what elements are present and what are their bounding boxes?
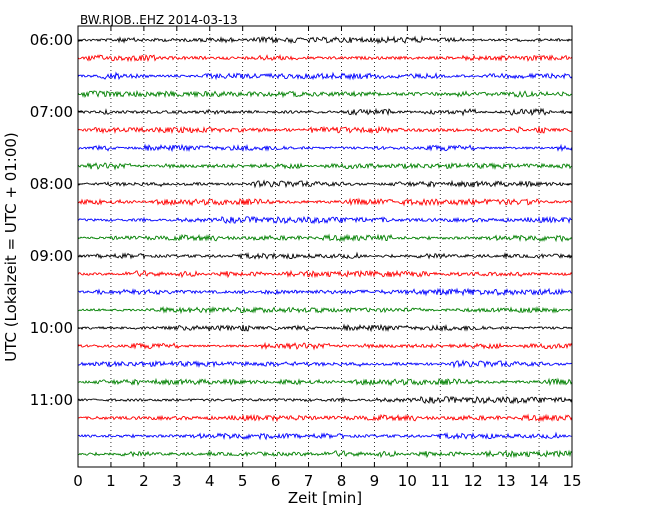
seismic-trace (77, 449, 573, 459)
seismic-trace (77, 306, 573, 315)
seismic-trace (77, 233, 573, 243)
seismic-trace (77, 197, 573, 207)
seismic-trace (77, 359, 573, 369)
seismic-trace (77, 323, 573, 333)
seismic-trace (77, 431, 573, 441)
y-tick-label: 08:00 (30, 175, 73, 193)
x-tick-label: 1 (106, 472, 116, 490)
y-axis-ticks: 06:00 07:00 08:00 09:00 10:00 11:00 (30, 31, 572, 409)
x-tick-label: 7 (304, 472, 314, 490)
seismic-trace (77, 395, 573, 405)
seismic-trace (77, 377, 573, 387)
seismic-trace (77, 413, 573, 423)
x-tick-label: 2 (139, 472, 149, 490)
seismic-trace (77, 89, 573, 99)
x-tick-label: 6 (271, 472, 281, 490)
seismic-traces (77, 35, 573, 459)
x-tick-label: 12 (464, 472, 483, 490)
seismic-trace (77, 341, 573, 351)
x-tick-label: 13 (497, 472, 516, 490)
seismic-trace (77, 143, 573, 153)
seismic-trace (77, 53, 573, 63)
x-tick-label: 0 (73, 472, 83, 490)
y-tick-label: 07:00 (30, 103, 73, 121)
seismic-trace (77, 269, 573, 279)
x-tick-label: 4 (205, 472, 215, 490)
chart-title: BW.RJOB..EHZ 2014-03-13 (80, 13, 238, 27)
x-tick-label: 9 (370, 472, 380, 490)
x-axis-label: Zeit [min] (288, 489, 362, 507)
seismic-trace (77, 161, 573, 171)
x-tick-label: 15 (562, 472, 581, 490)
seismic-trace (77, 287, 573, 297)
y-tick-label: 10:00 (30, 319, 73, 337)
seismic-trace (77, 125, 573, 135)
plot-frame (77, 25, 573, 468)
x-axis-ticks: 0 1 2 3 4 5 6 7 8 9 10 11 12 13 14 15 (73, 26, 582, 490)
x-tick-label: 11 (431, 472, 450, 490)
seismic-trace (77, 71, 573, 81)
seismic-trace (77, 251, 573, 260)
seismic-trace (77, 35, 573, 45)
y-tick-label: 09:00 (30, 247, 73, 265)
seismic-trace (77, 215, 573, 225)
y-tick-label: 11:00 (30, 391, 73, 409)
x-tick-label: 10 (398, 472, 417, 490)
grid-lines (110, 26, 540, 467)
x-tick-label: 5 (238, 472, 248, 490)
y-tick-label: 06:00 (30, 31, 73, 49)
seismic-trace (77, 107, 573, 117)
y-axis-label: UTC (Lokalzeit = UTC + 01:00) (2, 132, 20, 362)
x-tick-label: 8 (337, 472, 347, 490)
seismic-trace (77, 179, 573, 189)
x-tick-label: 14 (530, 472, 549, 490)
x-tick-label: 3 (172, 472, 182, 490)
